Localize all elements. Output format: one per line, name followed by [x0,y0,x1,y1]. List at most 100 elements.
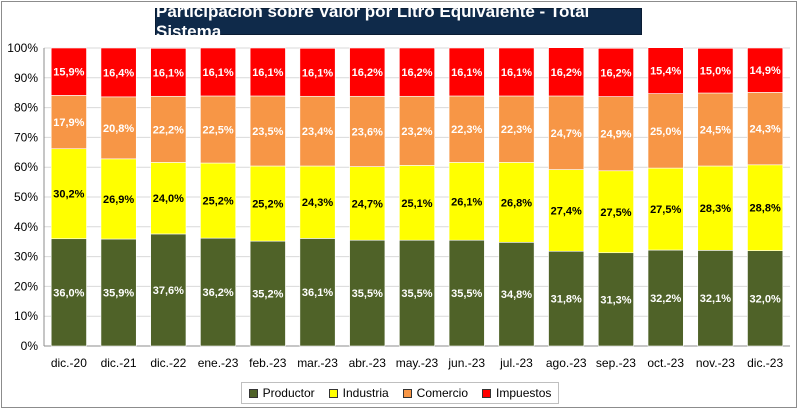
y-tick-label: 90% [14,71,38,85]
x-tick-label: may.-23 [396,356,439,370]
bar-segment [548,47,585,97]
bar-segment [498,95,535,163]
legend-item: Impuestos [482,386,551,400]
bar-segment [399,165,435,241]
data-label: 15,9% [53,67,84,79]
x-tick-label: dic.-21 [101,356,137,370]
data-label: 32,0% [750,293,781,305]
bar-segment [548,169,585,252]
bar-segment [100,47,137,98]
data-label: 25,2% [202,196,233,208]
x-tick-label: oct.-23 [647,356,684,370]
bar-segment [200,162,237,239]
bar-segment [100,96,137,160]
data-label: 31,3% [600,294,631,306]
bar-segment [349,47,386,97]
data-label: 15,0% [700,66,731,78]
data-label: 17,9% [53,117,84,129]
data-label: 35,9% [103,288,134,300]
bar-segment [50,148,87,240]
bar-segment [597,96,634,172]
bar-segment [399,95,435,166]
bar-segment [50,95,87,150]
y-tick-label: 60% [14,160,38,174]
legend-label: Industria [342,386,389,400]
bar-segment [448,162,485,241]
bar-segment [249,95,286,167]
data-label: 16,1% [252,67,283,79]
data-label: 36,0% [53,287,84,299]
data-label: 36,1% [302,287,333,299]
y-tick-label: 30% [14,250,38,264]
data-label: 22,3% [501,124,532,136]
data-label: 25,0% [650,126,681,138]
bar-segment [299,47,336,97]
data-label: 31,8% [551,294,582,306]
data-label: 24,7% [551,128,582,140]
bar-segment [200,237,237,347]
data-label: 16,2% [600,67,631,79]
bar-segment [200,95,237,164]
data-label: 26,9% [103,194,134,206]
bar-segment [399,47,435,97]
bar-segment [548,95,585,170]
data-label: 32,1% [700,293,731,305]
y-tick-label: 100% [7,41,38,55]
legend-item: Comercio [402,386,468,400]
data-label: 16,1% [451,67,482,79]
x-tick-label: dic.-20 [51,356,87,370]
legend-item: Industria [328,386,389,400]
data-label: 28,3% [700,203,731,215]
x-tick-label: sep.-23 [596,356,636,370]
data-label: 30,2% [53,189,84,201]
bar-segment [747,250,784,347]
bar-segment [747,92,784,166]
bar-segment [299,238,336,347]
x-tick-label: abr.-23 [349,356,387,370]
data-label: 22,2% [153,124,184,136]
x-tick-label: dic.-22 [150,356,186,370]
bar-segment [299,165,336,239]
data-label: 28,8% [750,203,781,215]
data-label: 24,7% [352,198,383,210]
data-label: 24,3% [302,197,333,209]
y-tick-label: 10% [14,309,38,323]
data-label: 14,9% [750,65,781,77]
x-tick-label: mar.-23 [297,356,338,370]
y-tick-label: 40% [14,220,38,234]
bar-segment [498,241,535,347]
data-label: 16,4% [103,67,134,79]
bar-segment [249,165,286,242]
bar-segment [697,92,734,167]
data-label: 35,5% [401,288,432,300]
x-tick-label: ago.-23 [546,356,587,370]
bar-segment [747,164,784,251]
bar-segment [597,170,634,254]
data-label: 24,0% [153,193,184,205]
bar-segment [299,95,336,167]
data-label: 16,2% [401,67,432,79]
x-tick-label: feb.-23 [249,356,287,370]
data-label: 26,8% [501,197,532,209]
x-tick-label: nov.-23 [696,356,735,370]
x-tick-label: jul.-23 [499,356,533,370]
legend-label: Productor [262,386,315,400]
data-label: 24,9% [600,129,631,141]
bar-segment [399,239,435,347]
data-label: 20,8% [103,123,134,135]
bar-segment [697,250,734,347]
data-label: 16,1% [202,67,233,79]
legend-swatch [482,388,492,398]
data-label: 23,4% [302,126,333,138]
data-label: 16,2% [551,67,582,79]
bar-segment [448,95,485,163]
data-label: 36,2% [202,287,233,299]
chart-legend: Productor Industria Comercio Impuestos [241,382,559,404]
x-tick-label: dic.-23 [747,356,783,370]
data-label: 37,6% [153,285,184,297]
bar-segment [50,47,87,96]
data-label: 26,1% [451,196,482,208]
chart-title: Participación sobre Valor por Litro Equi… [155,2,642,41]
bar-segment [349,239,386,347]
data-label: 35,5% [352,288,383,300]
